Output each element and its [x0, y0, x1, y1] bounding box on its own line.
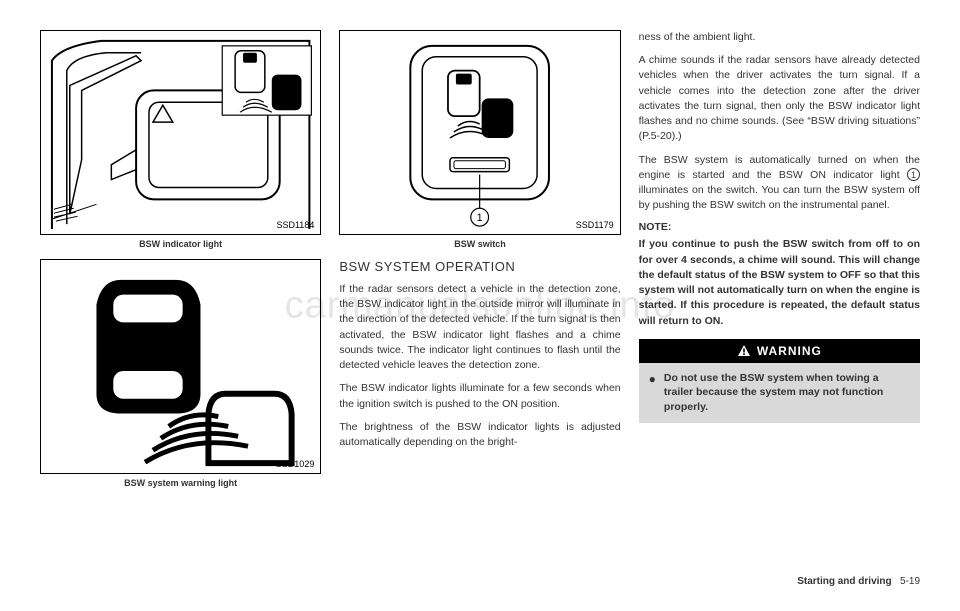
section-heading: BSW SYSTEM OPERATION: [339, 259, 620, 274]
bullet-icon: ●: [649, 371, 656, 415]
warning-box: ● Do not use the BSW system when towing …: [639, 363, 920, 423]
footer-page-number: 5-19: [900, 576, 920, 587]
body-paragraph: A chime sounds if the radar sensors have…: [639, 53, 920, 144]
page-grid: SSD1184 BSW indicator light SSD1029 BSW …: [40, 30, 920, 570]
body-paragraph: The BSW indicator lights illuminate for …: [339, 381, 620, 411]
figure-bsw-indicator-light: SSD1184: [40, 30, 321, 235]
warning-header: WARNING: [639, 339, 920, 363]
note-text: If you continue to push the BSW switch f…: [639, 237, 920, 328]
figure-caption: BSW switch: [339, 239, 620, 249]
text-run: illuminates on the switch. You can turn …: [639, 184, 920, 211]
column-left: SSD1184 BSW indicator light SSD1029 BSW …: [40, 30, 321, 570]
bsw-switch-illustration: 1: [340, 31, 619, 234]
figure-bsw-switch: 1 SSD1179: [339, 30, 620, 235]
figure-caption: BSW system warning light: [40, 478, 321, 488]
bsw-warning-illustration: [41, 260, 320, 473]
body-paragraph: If the radar sensors detect a vehicle in…: [339, 282, 620, 373]
body-paragraph: ness of the ambient light.: [639, 30, 920, 45]
note-label: NOTE:: [639, 221, 920, 233]
bsw-indicator-illustration: [41, 31, 320, 234]
page-footer: Starting and driving 5-19: [797, 576, 920, 587]
figure-code: SSD1179: [576, 220, 614, 230]
footer-section: Starting and driving: [797, 576, 891, 587]
body-paragraph: The BSW system is automatically turned o…: [639, 153, 920, 214]
warning-text: Do not use the BSW system when towing a …: [664, 371, 910, 415]
figure-caption: BSW indicator light: [40, 239, 321, 249]
column-middle: 1 SSD1179 BSW switch BSW SYSTEM OPERATIO…: [339, 30, 620, 570]
callout-circled-1: 1: [907, 168, 920, 181]
figure-code: SSD1029: [276, 459, 315, 469]
warning-triangle-icon: [737, 344, 751, 358]
text-run: The BSW system is automatically turned o…: [639, 154, 920, 181]
figure-bsw-warning-light: SSD1029: [40, 259, 321, 474]
body-paragraph: The brightness of the BSW indicator ligh…: [339, 420, 620, 450]
column-right: ness of the ambient light. A chime sound…: [639, 30, 920, 570]
figure-code: SSD1184: [276, 220, 314, 230]
warning-header-text: WARNING: [757, 344, 822, 358]
svg-text:1: 1: [477, 212, 483, 224]
